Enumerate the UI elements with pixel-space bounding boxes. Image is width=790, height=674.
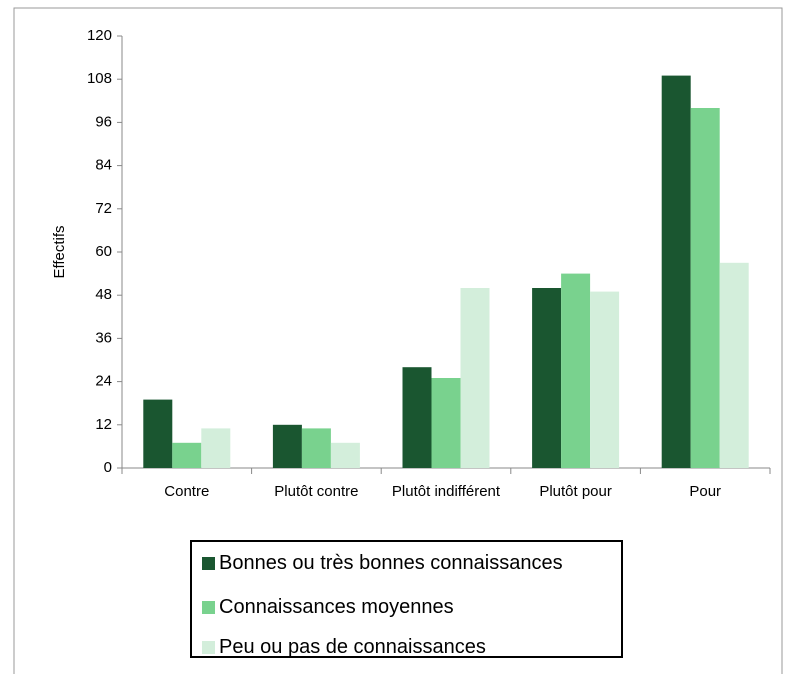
legend-label: Connaissances moyennes <box>219 596 454 618</box>
y-tick-label: 108 <box>87 70 112 87</box>
y-axis-label: Effectifs <box>51 225 68 278</box>
y-tick-label: 60 <box>95 243 112 260</box>
bar <box>143 399 173 468</box>
legend-label: Bonnes ou très bonnes connaissances <box>219 552 563 574</box>
bar <box>272 424 302 468</box>
x-tick-label: Plutôt contre <box>274 483 359 500</box>
y-tick-label: 48 <box>95 286 112 303</box>
y-tick-label: 120 <box>87 27 112 44</box>
legend-label: Peu ou pas de connaissances <box>219 636 486 658</box>
x-tick-label: Pour <box>689 483 722 500</box>
y-tick-label: 96 <box>95 113 112 130</box>
legend: Bonnes ou très bonnes connaissances Conna… <box>190 540 623 658</box>
bar <box>301 428 331 468</box>
y-tick-label: 0 <box>104 459 112 476</box>
y-tick-label: 72 <box>95 200 112 217</box>
y-tick-label: 84 <box>95 157 112 174</box>
x-tick-label: Plutôt pour <box>539 483 612 500</box>
bar <box>561 273 591 468</box>
legend-item: Connaissances moyennes <box>202 596 454 619</box>
bar <box>719 262 749 468</box>
bar <box>661 75 691 468</box>
bar <box>402 367 432 468</box>
x-tick-label: Plutôt indifférent <box>391 483 501 500</box>
bar <box>590 291 620 468</box>
bar <box>431 378 461 468</box>
legend-swatch <box>202 557 215 570</box>
legend-swatch <box>202 641 215 654</box>
bar <box>172 442 202 468</box>
y-tick-label: 36 <box>95 329 112 346</box>
bar <box>201 428 231 468</box>
bar <box>532 288 562 468</box>
bar <box>460 288 490 468</box>
bar <box>690 108 720 468</box>
frame <box>13 7 783 674</box>
bar <box>330 442 360 468</box>
legend-swatch <box>202 601 215 614</box>
y-tick-label: 12 <box>95 416 112 433</box>
y-tick-label: 24 <box>95 373 112 390</box>
x-tick-label: Contre <box>164 483 210 500</box>
legend-item: Bonnes ou très bonnes connaissances <box>202 552 563 575</box>
legend-item: Peu ou pas de connaissances <box>202 636 486 659</box>
